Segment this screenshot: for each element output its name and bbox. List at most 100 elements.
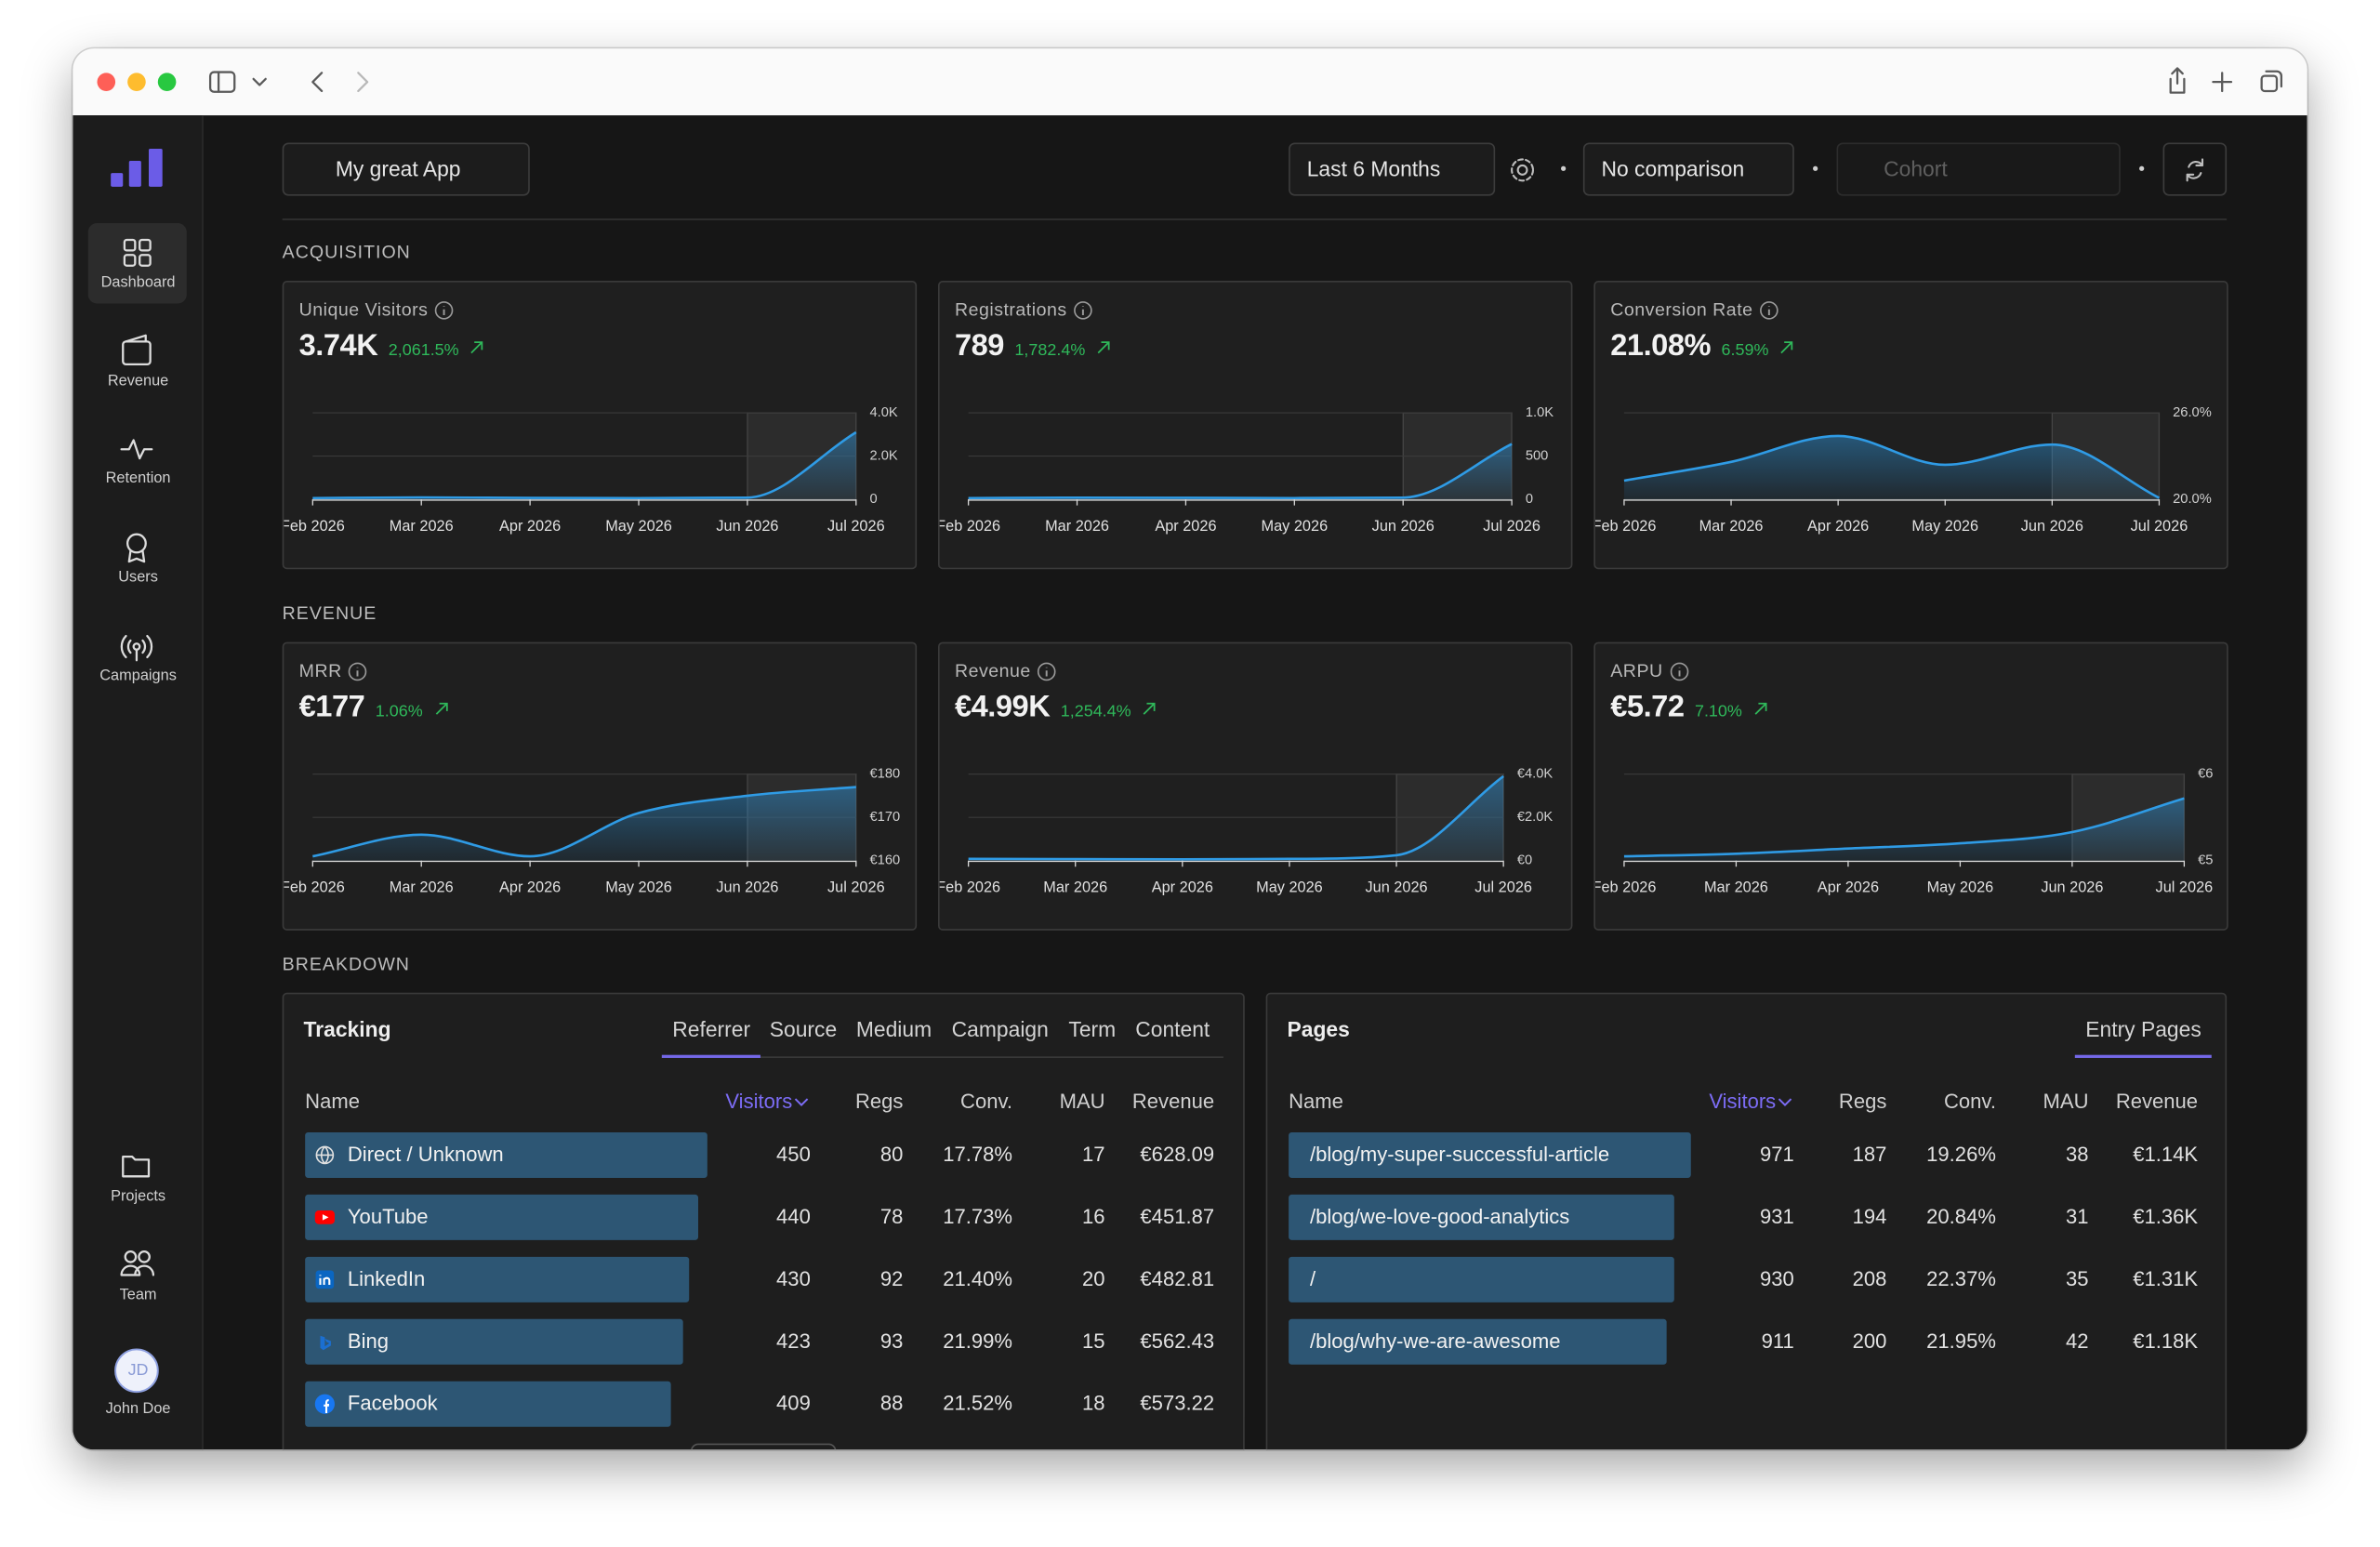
nav-label[interactable]: Retention: [105, 470, 171, 488]
row-name[interactable]: YouTube: [347, 1205, 429, 1228]
area: [312, 432, 856, 500]
card-value-row: €4.99K 1,254.4%: [955, 691, 1157, 726]
section-heading: ACQUISITION: [282, 241, 411, 263]
cell: 194: [1852, 1205, 1887, 1228]
column-header[interactable]: MAU: [1059, 1090, 1105, 1113]
line: [968, 443, 1513, 500]
y-tick-label: 1.0K: [1526, 405, 1554, 420]
row-name[interactable]: /: [1309, 1267, 1316, 1290]
sort-indicator: [794, 1098, 809, 1106]
x-tick-label: Feb 2026: [284, 518, 344, 535]
card-value: €5.72: [1610, 690, 1685, 724]
browser-toolbar-icons[interactable]: [208, 67, 2283, 94]
cell: 20.84%: [1926, 1205, 1996, 1228]
chevron: [794, 1098, 809, 1106]
nav-label[interactable]: Users: [118, 569, 158, 587]
cell: €1.14K: [2133, 1143, 2199, 1166]
arrow: [1754, 702, 1767, 715]
metric-card: Revenue €4.99K 1,254.4% €0 €2.0K €4.0K Feb 202…: [937, 641, 1573, 931]
cohort-input[interactable]: [1836, 142, 2121, 196]
metric-card: Conversion Rate 21.08% 6.59% 20.0% 26.0% Feb …: [1593, 281, 2228, 570]
cell: 42: [2065, 1329, 2089, 1353]
card-title-row: Revenue: [955, 660, 1057, 681]
row-name[interactable]: Facebook: [347, 1392, 438, 1415]
nav-label[interactable]: Revenue: [107, 373, 169, 390]
card-change: 1,254.4%: [1060, 702, 1131, 721]
cell: 19.26%: [1926, 1143, 1996, 1166]
column-header[interactable]: Regs: [1838, 1090, 1887, 1113]
tab[interactable]: Term: [1068, 1016, 1117, 1041]
comparison: No comparison: [1601, 156, 1745, 181]
x-tick-label: Jun 2026: [2041, 879, 2103, 895]
card-change: 7.10%: [1694, 702, 1742, 721]
project-select[interactable]: [282, 142, 530, 196]
y-tick-label: €0: [1517, 853, 1532, 868]
change-arrow: [1780, 341, 1793, 354]
cell: 187: [1852, 1143, 1887, 1166]
cell: 78: [879, 1205, 904, 1228]
cell: 930: [1760, 1267, 1794, 1290]
x-tick-label: Apr 2026: [1155, 518, 1216, 535]
column-header[interactable]: Revenue: [1131, 1090, 1215, 1113]
row-name[interactable]: Bing: [347, 1329, 390, 1353]
column-header[interactable]: MAU: [2043, 1090, 2089, 1113]
cell: €562.43: [1140, 1329, 1215, 1353]
change-arrow: [470, 341, 483, 354]
traffic-lights[interactable]: [97, 73, 177, 91]
scroll-thumb[interactable]: [690, 1443, 837, 1450]
tab[interactable]: Source: [769, 1016, 838, 1041]
avatar[interactable]: [114, 1348, 159, 1394]
column-header[interactable]: Regs: [854, 1090, 904, 1113]
tab[interactable]: Content: [1135, 1016, 1210, 1041]
row-name[interactable]: /blog/why-we-are-awesome: [1309, 1329, 1561, 1353]
sparkline-chart: 20.0% 26.0% Feb 2026 Mar 2026 Apr 2026 May 20…: [1595, 405, 2212, 535]
card-title-row: Registrations: [955, 299, 1092, 320]
cell: €451.87: [1140, 1205, 1215, 1228]
nav-label[interactable]: Team: [119, 1287, 157, 1304]
cell: 22.37%: [1926, 1267, 1996, 1290]
x-tick-label: Mar 2026: [1704, 879, 1768, 895]
tab[interactable]: Referrer: [672, 1016, 751, 1041]
visitor-bar: [305, 1381, 671, 1427]
nav-label[interactable]: Campaigns: [99, 668, 177, 685]
visitor-bar: [305, 1194, 699, 1240]
row-name[interactable]: /blog/we-love-good-analytics: [1309, 1205, 1570, 1228]
cohort-placeholder: Cohort: [1884, 156, 1948, 181]
info-circle: [349, 661, 367, 681]
info-circle: [1038, 661, 1056, 681]
card-value-row: 21.08% 6.59%: [1610, 329, 1794, 364]
row-name[interactable]: /blog/my-super-successful-article: [1309, 1143, 1610, 1166]
area: [968, 443, 1513, 500]
cell: 16: [1082, 1205, 1105, 1228]
card-title-row: Conversion Rate: [1610, 299, 1778, 320]
cell: 31: [2065, 1205, 2089, 1228]
cell: 971: [1760, 1143, 1794, 1166]
column-header[interactable]: Visitors: [725, 1090, 793, 1113]
column-header[interactable]: Revenue: [2115, 1090, 2199, 1113]
column-header[interactable]: Conv.: [1943, 1090, 1996, 1113]
comparison-select[interactable]: [1582, 142, 1794, 196]
y-tick-label: €4.0K: [1517, 767, 1554, 782]
tab[interactable]: Campaign: [951, 1016, 1049, 1041]
column-header[interactable]: Visitors: [1709, 1090, 1777, 1113]
x-tick-label: Feb 2026: [284, 879, 344, 895]
tab[interactable]: Entry Pages: [2085, 1016, 2202, 1041]
period-select[interactable]: [1289, 142, 1496, 196]
y-tick-label: 4.0K: [870, 405, 898, 420]
nav-label[interactable]: Dashboard: [100, 274, 176, 292]
row-name[interactable]: Direct / Unknown: [347, 1143, 504, 1166]
refresh-button[interactable]: [2162, 142, 2228, 196]
x-tick-label: Apr 2026: [1818, 879, 1879, 895]
tab[interactable]: Medium: [855, 1016, 932, 1041]
metric-card: MRR €177 1.06% €160 €170 €180 Feb 2026 Mar 2026…: [282, 641, 918, 931]
nav-label[interactable]: Projects: [111, 1188, 166, 1206]
card-change: 6.59%: [1721, 341, 1769, 360]
column-header[interactable]: Conv.: [960, 1090, 1012, 1113]
row-name[interactable]: LinkedIn: [347, 1267, 426, 1290]
change-arrow: [1097, 341, 1110, 354]
cell: 21.40%: [943, 1267, 1012, 1290]
globe-lines: [316, 1145, 334, 1165]
area: [1623, 798, 2185, 861]
y-tick-label: €160: [870, 853, 901, 868]
info-icon: [1038, 661, 1056, 681]
